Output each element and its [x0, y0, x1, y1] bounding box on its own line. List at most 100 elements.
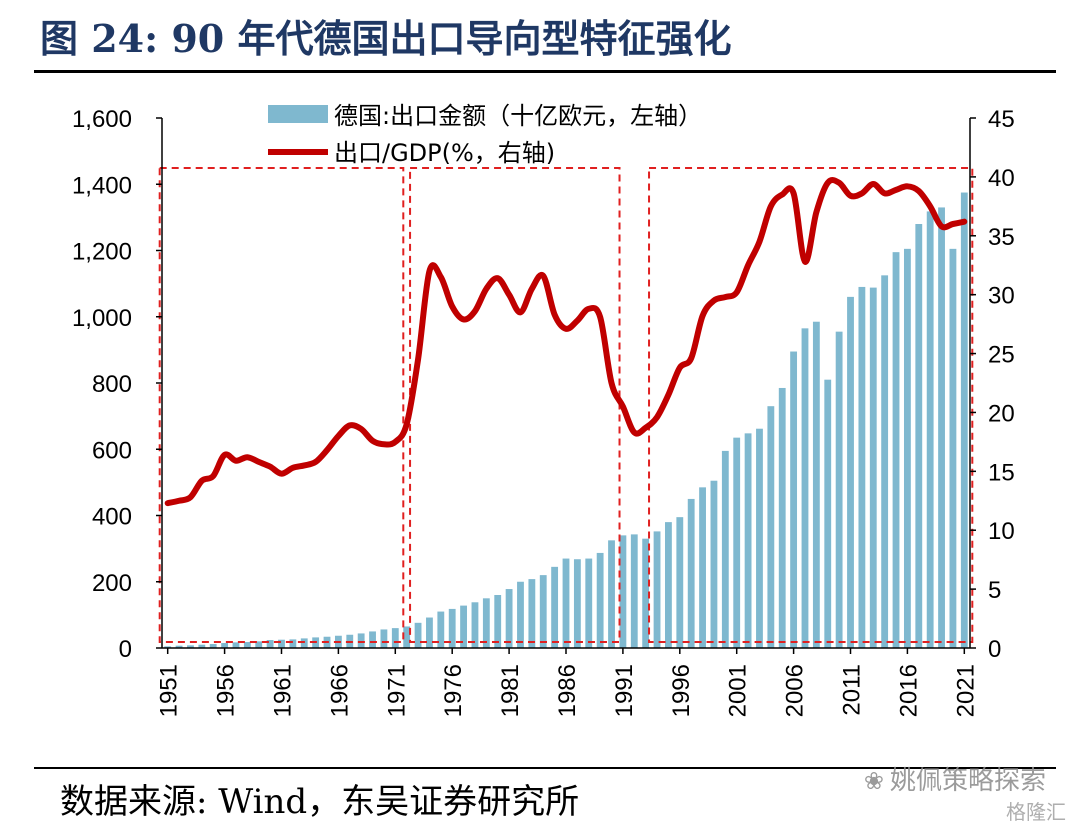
x-tick-label: 1951: [156, 664, 183, 717]
bar-2007: [801, 328, 809, 648]
bar-1984: [539, 575, 547, 648]
bar-2011: [847, 296, 854, 648]
bar-1998: [699, 487, 706, 648]
right-tick-label: 5: [988, 577, 1001, 604]
bar-1999: [710, 480, 718, 648]
bar-1963: [300, 638, 308, 648]
left-tick-label: 1,600: [72, 106, 132, 133]
bar-1994: [653, 531, 661, 648]
bar-1951: [164, 646, 172, 648]
bar-2008: [812, 321, 820, 648]
watermark-text: 姚佩策略探索: [889, 766, 1046, 796]
bar-1992: [630, 534, 638, 648]
x-tick-label: 2011: [839, 664, 866, 716]
bar-1997: [687, 498, 695, 648]
right-tick-label: 30: [988, 283, 1015, 310]
bar-2005: [778, 387, 786, 648]
bar-1969: [369, 631, 376, 648]
page-title: 图 24: 90 年代德国出口导向型特征强化: [40, 16, 732, 61]
bar-1989: [596, 552, 604, 648]
x-tick-label: 1991: [611, 664, 638, 717]
left-tick-label: 600: [92, 437, 132, 464]
watermark: ❀ 姚佩策略探索: [864, 760, 1046, 797]
bar-1952: [175, 645, 183, 648]
bar-1982: [517, 581, 524, 648]
bar-1986: [562, 558, 570, 648]
bar-1960: [266, 640, 274, 648]
legend: 德国:出口金额（十亿欧元，左轴） 出口/GDP(%，右轴): [268, 102, 702, 167]
bar-2004: [767, 406, 775, 648]
x-tick-label: 2016: [895, 664, 922, 717]
bar-2003: [756, 428, 763, 648]
bar-2017: [915, 224, 923, 648]
bar-2006: [790, 351, 798, 648]
bar-1955: [209, 644, 217, 648]
bar-1970: [380, 629, 388, 648]
footer-rule: [34, 767, 1056, 769]
bar-series: [164, 192, 968, 648]
bar-1977: [460, 605, 467, 648]
x-tick-label: 1961: [269, 664, 296, 717]
x-tick-label: 1986: [554, 664, 581, 717]
bar-1996: [676, 517, 684, 648]
bar-2016: [903, 248, 911, 648]
bar-1973: [414, 622, 422, 648]
x-tick-label: 1966: [326, 664, 353, 717]
highlight-box-3: [648, 167, 974, 643]
source-note: 数据来源: Wind，东吴证券研究所: [60, 782, 580, 822]
legend-line-label: 出口/GDP(%，右轴): [334, 139, 555, 167]
bar-1979: [482, 598, 490, 648]
bar-1981: [505, 589, 513, 648]
left-tick-label: 1,000: [72, 305, 132, 332]
right-tick-label: 40: [988, 165, 1015, 192]
bar-1959: [255, 641, 263, 648]
legend-bar-swatch: [268, 105, 328, 123]
bar-2021: [960, 192, 968, 648]
bar-2018: [926, 211, 934, 648]
bar-1985: [551, 566, 559, 648]
right-tick-label: 20: [988, 400, 1015, 427]
x-tick-label: 1996: [668, 664, 695, 717]
left-tick-label: 1,400: [72, 172, 132, 199]
bar-1993: [642, 538, 650, 648]
x-tick-label: 2006: [782, 664, 809, 717]
bar-2001: [733, 437, 741, 648]
bar-1953: [187, 645, 194, 648]
right-tick-label: 35: [988, 224, 1015, 251]
legend-bar-label: 德国:出口金额（十亿欧元，左轴）: [334, 102, 702, 130]
x-tick-label: 1981: [497, 664, 524, 717]
bar-1975: [437, 611, 445, 648]
left-tick-label: 400: [92, 504, 132, 531]
left-tick-label: 1,200: [72, 239, 132, 266]
bar-2002: [744, 433, 752, 648]
bar-2010: [835, 331, 843, 648]
bar-2013: [869, 287, 877, 648]
bar-1956: [221, 643, 229, 648]
x-tick-label: 2001: [725, 664, 752, 717]
bar-1983: [528, 579, 536, 648]
bar-1990: [608, 540, 615, 648]
bar-1961: [278, 639, 285, 648]
right-tick-label: 45: [988, 106, 1015, 133]
left-tick-label: 800: [92, 371, 132, 398]
bar-1971: [391, 628, 399, 648]
bar-1974: [426, 617, 433, 648]
wechat-icon: ❀: [863, 767, 884, 795]
right-tick-label: 25: [988, 342, 1015, 369]
bar-2000: [721, 450, 729, 648]
bar-1954: [198, 644, 206, 648]
bar-2009: [824, 379, 832, 648]
bar-1958: [243, 642, 251, 648]
x-tick-label: 2021: [952, 664, 979, 717]
title-underline: [34, 70, 1056, 73]
bar-2015: [892, 252, 900, 648]
bar-1976: [448, 608, 456, 648]
bar-1988: [585, 558, 593, 648]
bar-1995: [665, 522, 672, 648]
highlight-box-1: [158, 167, 405, 643]
bar-1980: [494, 595, 502, 648]
x-tick-label: 1971: [383, 664, 410, 717]
right-tick-label: 15: [988, 459, 1015, 486]
bar-1962: [289, 639, 297, 648]
left-tick-label: 200: [92, 570, 132, 597]
